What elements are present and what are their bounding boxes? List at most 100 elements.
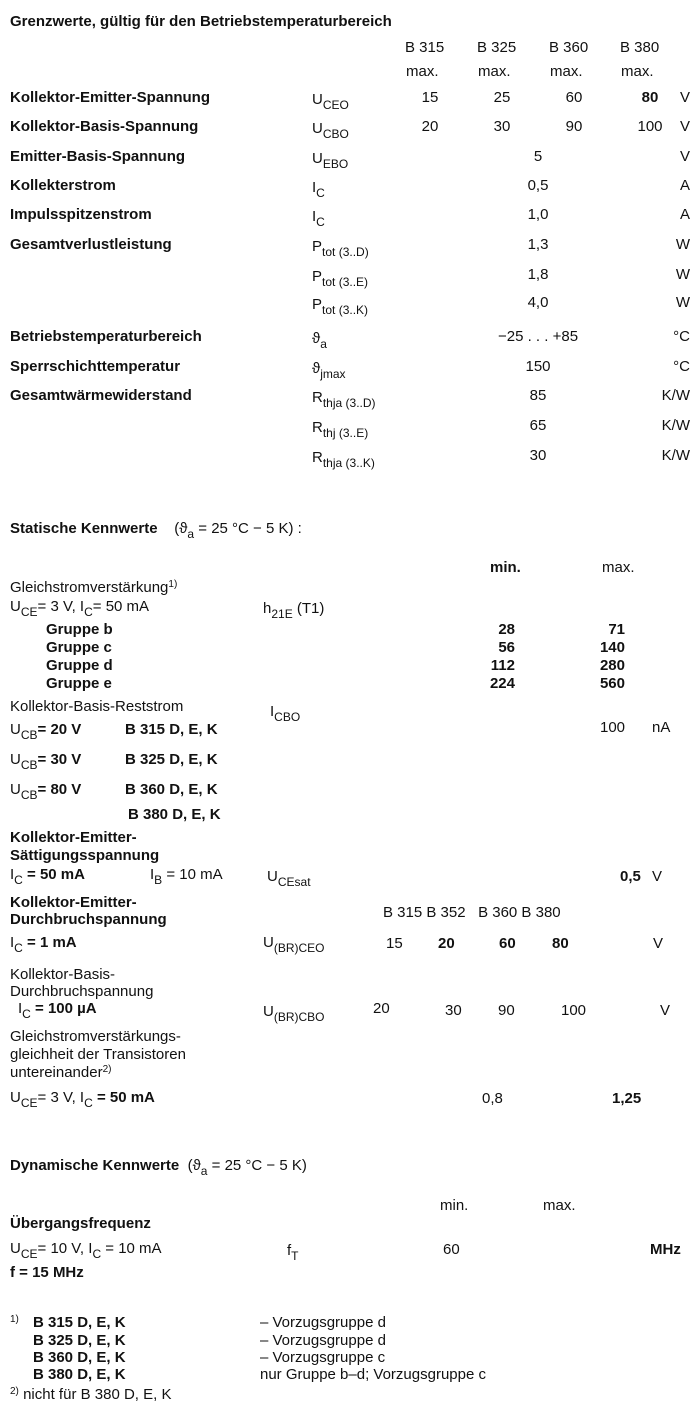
param-value: 65 — [529, 417, 547, 434]
cond-sub: CE — [20, 605, 38, 619]
sym: U — [10, 751, 21, 768]
param-unit: V — [679, 118, 690, 135]
sym-post: (T1) — [292, 600, 325, 617]
cond-text: = 3 V, I — [37, 1089, 85, 1106]
ft-label: Übergangsfrequenz — [10, 1215, 151, 1232]
param-value: 30 — [529, 447, 547, 464]
type-header: B 325 — [477, 39, 517, 56]
brcbo-label-1: Kollektor-Basis- — [10, 966, 116, 983]
param-value: 1,8 — [527, 266, 549, 283]
group-label: Gruppe e — [46, 675, 112, 692]
brcbo-unit: V — [660, 1002, 671, 1019]
group-label: Gruppe c — [46, 639, 112, 656]
param-symbol: UCEO — [312, 91, 349, 111]
icbo-types: B 315 D, E, K — [125, 721, 218, 738]
static-cond-rest: = 25 °C − 5 K) : — [194, 520, 302, 537]
gain-label: Gleichstromverstärkung1) — [10, 579, 177, 597]
param-unit: K/W — [661, 447, 690, 464]
cond-value: = 50 mA — [27, 866, 85, 883]
param-symbol: Rthj (3..E) — [312, 419, 368, 439]
gain-symbol: h21E (T1) — [263, 600, 325, 621]
brceo-value: 60 — [499, 935, 516, 952]
param-value: 25 — [493, 89, 511, 106]
sym-sub: CB — [20, 728, 38, 742]
footnote-types: B 325 D, E, K — [33, 1332, 126, 1349]
param-value: 60 — [565, 89, 583, 106]
sym: I — [312, 208, 317, 225]
icbo-label: Kollektor-Basis-Reststrom — [10, 698, 184, 715]
sym-sub: CBO — [274, 710, 301, 724]
group-min: 56 — [498, 639, 515, 656]
brcbo-label-2: Durchbruchspannung — [10, 983, 154, 1000]
icbo-voltage: UCB= 80 V — [10, 781, 82, 801]
param-unit: V — [679, 89, 690, 106]
dynamic-cond-sub: a — [200, 1164, 208, 1178]
param-label: Gesamtwärmewiderstand — [10, 387, 192, 404]
sym-sub: a — [320, 337, 327, 351]
footnote-2-text: nicht für B 380 D, E, K — [23, 1386, 172, 1403]
brceo-cond: IC = 1 mA — [10, 934, 77, 954]
sat-symbol: UCEsat — [267, 868, 311, 888]
match-max: 1,25 — [612, 1090, 642, 1107]
brcbo-symbol: U(BR)CBO — [263, 1003, 325, 1023]
ft-freq-cond: f = 15 MHz — [10, 1264, 84, 1281]
cond-value: = 10 mA — [105, 1240, 162, 1257]
param-unit: °C — [673, 328, 690, 345]
brcbo-value: 90 — [498, 1002, 515, 1019]
param-label: Gesamtverlustleistung — [10, 236, 172, 253]
sym: U — [312, 120, 323, 137]
min-header: min. — [490, 559, 521, 576]
param-symbol: Ptot (3..D) — [312, 238, 369, 258]
limits-title: Grenzwerte, gültig für den Betriebstempe… — [10, 13, 392, 30]
static-cond: (ϑ — [174, 520, 188, 537]
footnote-types: B 360 D, E, K — [33, 1349, 126, 1366]
footnote-types: B 380 D, E, K — [33, 1366, 126, 1383]
match-min: 0,8 — [482, 1090, 503, 1107]
static-cond-sub: a — [187, 527, 195, 541]
icbo-types: B 380 D, E, K — [128, 806, 221, 823]
sym: ϑ — [312, 330, 321, 347]
ft-unit: MHz — [650, 1241, 681, 1258]
param-value: 20 — [421, 118, 439, 135]
param-value: 5 — [533, 148, 543, 165]
icbo-types: B 360 D, E, K — [125, 781, 218, 798]
sym: R — [312, 449, 323, 466]
dynamic-heading: Dynamische Kennwerte (ϑa = 25 °C − 5 K) — [10, 1157, 307, 1178]
dynamic-cond: (ϑ — [187, 1157, 201, 1174]
group-min: 112 — [490, 657, 515, 674]
sym: U — [312, 150, 323, 167]
sym-sub: CE — [20, 1247, 38, 1261]
param-label: Kollektor-Emitter-Spannung — [10, 89, 211, 106]
brceo-symbol: U(BR)CEO — [263, 934, 325, 954]
footnote-ref: 2) — [102, 1064, 112, 1075]
sym-sub: C — [22, 1007, 31, 1021]
param-label: Kollektor-Basis-Spannung — [10, 118, 199, 135]
gain-label-text: Gleichstromverstärkung — [10, 579, 169, 596]
cond-text: = 3 V, I — [37, 598, 85, 615]
param-value: 1,3 — [527, 236, 549, 253]
ft-symbol: fT — [287, 1242, 299, 1262]
voltage-value: = 80 V — [37, 781, 82, 798]
static-heading: Statische Kennwerte (ϑa = 25 °C − 5 K) : — [10, 520, 302, 541]
type-header: B 360 — [549, 39, 589, 56]
param-symbol: UEBO — [312, 150, 348, 170]
sym-sub: thja (3..D) — [322, 396, 376, 410]
max-header: max. — [621, 63, 654, 80]
type-header: B 380 — [620, 39, 660, 56]
gain-condition: UCE= 3 V, IC= 50 mA — [10, 598, 149, 619]
param-value: 4,0 — [527, 294, 549, 311]
sym: P — [312, 238, 323, 255]
sym-sub: 21E — [271, 607, 293, 621]
footnote-2: 2) nicht für B 380 D, E, K — [10, 1386, 171, 1404]
footnote-mark: 1) — [10, 1314, 19, 1325]
cond-value: = 1 mA — [27, 934, 77, 951]
voltage-value: = 30 V — [37, 751, 82, 768]
param-symbol: Ptot (3..K) — [312, 296, 368, 316]
sym: P — [312, 296, 323, 313]
footnote-text: nur Gruppe b–d; Vorzugsgruppe c — [260, 1366, 486, 1383]
dynamic-title: Dynamische Kennwerte — [10, 1157, 180, 1174]
sym-sub: CBO — [322, 127, 349, 141]
sat-max: 0,5 — [620, 868, 641, 885]
sym-sub: thja (3..K) — [322, 456, 375, 470]
sym: I — [312, 179, 317, 196]
